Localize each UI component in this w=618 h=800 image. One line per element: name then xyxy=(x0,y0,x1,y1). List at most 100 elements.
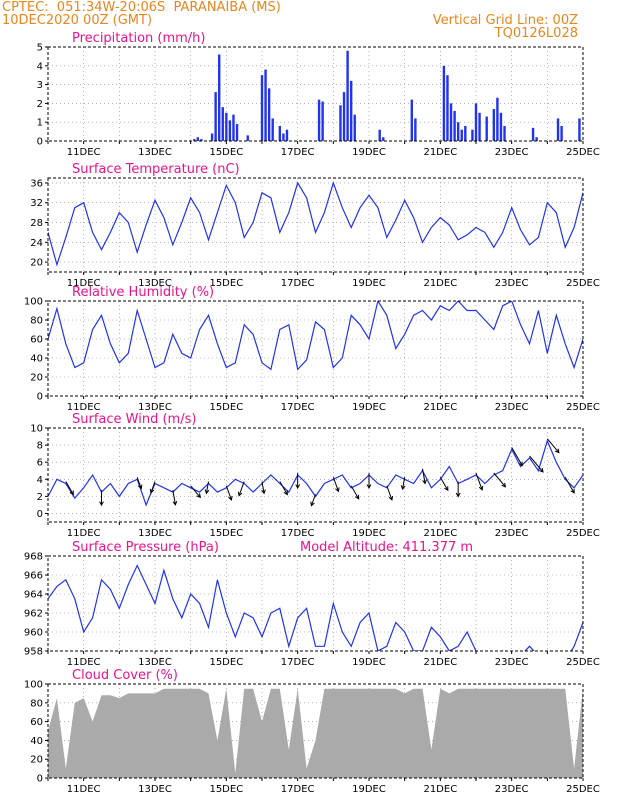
wind-arrow-24 xyxy=(529,455,544,473)
precip-bar-11 xyxy=(246,135,249,141)
precip-bar-6 xyxy=(221,107,224,141)
xtick-label-4-1: 13DEC xyxy=(138,657,172,668)
xtick-label-1-7: 25DEC xyxy=(566,278,600,289)
panel-frame-3 xyxy=(47,427,584,523)
xtick-label-2-5: 21DEC xyxy=(423,402,457,413)
wind-arrow-head-1 xyxy=(99,501,104,507)
wind-arrow-head-11 xyxy=(295,484,301,490)
precip-bar-30 xyxy=(442,65,446,141)
wind-arrow-shaft-5 xyxy=(190,485,201,498)
panel-title-2: Relative Humidity (%) xyxy=(72,285,214,300)
wind-arrow-head-3 xyxy=(149,488,155,494)
ytick-label-0-5: 5 xyxy=(37,43,43,54)
wind-arrow-16 xyxy=(386,485,394,501)
wind-arrow-3 xyxy=(149,481,156,494)
xtick-label-1-2: 15DEC xyxy=(209,278,243,289)
wind-arrow-head-23 xyxy=(518,461,523,467)
precip-bar-9 xyxy=(232,114,235,141)
ytick-label-5-5: 100 xyxy=(24,680,43,691)
precip-bar-16 xyxy=(278,125,282,141)
precip-bar-37 xyxy=(471,129,474,141)
precip-bar-1 xyxy=(196,137,199,141)
wind-arrow-25 xyxy=(546,438,560,454)
wind-arrow-shaft-12 xyxy=(310,494,316,506)
wind-arrow-1 xyxy=(99,490,104,507)
ytick-label-5-4: 80 xyxy=(30,698,43,709)
xtick-label-4-7: 25DEC xyxy=(566,657,600,668)
wind-arrow-head-20 xyxy=(455,492,461,498)
panel-annotation-4: Model Altitude: 411.377 m xyxy=(300,540,473,555)
wind-arrow-2 xyxy=(136,477,143,490)
ytick-label-1-1: 24 xyxy=(30,238,43,249)
panel-frame-5 xyxy=(47,683,584,779)
wind-arrow-head-16 xyxy=(388,495,394,501)
wind-arrow-20 xyxy=(455,481,461,498)
precip-bar-28 xyxy=(410,99,413,141)
wind-arrow-10 xyxy=(279,481,288,496)
wind-arrow-9 xyxy=(261,481,266,495)
xtick-label-5-4: 19DEC xyxy=(352,784,386,795)
xtick-label-2-7: 25DEC xyxy=(566,402,600,413)
wind-arrow-head-6 xyxy=(204,489,210,495)
xtick-label-0-2: 15DEC xyxy=(209,147,243,158)
panel-title-0: Precipitation (mm/h) xyxy=(72,31,205,46)
precip-bar-17 xyxy=(282,133,285,141)
xtick-label-0-0: 11DEC xyxy=(67,147,101,158)
wind-arrow-shaft-9 xyxy=(261,481,265,494)
xtick-label-0-7: 25DEC xyxy=(566,147,600,158)
wind-arrow-17 xyxy=(400,477,406,491)
wind-arrow-14 xyxy=(350,485,360,500)
precip-bar-48 xyxy=(560,125,563,141)
wind-arrow-15 xyxy=(366,473,372,490)
xtick-label-3-2: 15DEC xyxy=(209,528,243,539)
panel-frame-4 xyxy=(47,555,584,652)
ytick-label-5-1: 20 xyxy=(30,755,43,766)
wind-arrow-shaft-17 xyxy=(402,477,406,490)
xtick-label-5-6: 23DEC xyxy=(495,784,529,795)
series-line-2 xyxy=(48,301,583,371)
wind-arrow-0 xyxy=(65,481,74,496)
xtick-label-1-3: 17DEC xyxy=(281,278,315,289)
xtick-label-5-5: 21DEC xyxy=(423,784,457,795)
ytick-label-0-2: 2 xyxy=(37,99,43,110)
precip-bar-12 xyxy=(260,75,264,141)
xtick-label-2-0: 11DEC xyxy=(67,402,101,413)
ytick-label-2-2: 40 xyxy=(30,354,43,365)
precip-bar-49 xyxy=(578,118,581,141)
precip-bar-38 xyxy=(474,103,478,141)
precip-bar-4 xyxy=(214,92,217,141)
wind-arrow-head-2 xyxy=(137,484,143,490)
wind-arrow-shaft-21 xyxy=(475,472,483,491)
wind-arrow-head-24 xyxy=(539,467,544,473)
ytick-label-4-4: 966 xyxy=(24,571,43,582)
precip-bar-25 xyxy=(353,114,356,141)
wind-arrow-shaft-7 xyxy=(225,485,232,501)
ytick-label-0-0: 0 xyxy=(37,137,43,148)
ytick-label-1-4: 36 xyxy=(30,178,43,189)
ytick-label-4-0: 958 xyxy=(24,647,43,658)
ytick-label-0-4: 4 xyxy=(37,61,43,72)
xtick-label-2-6: 23DEC xyxy=(495,402,529,413)
wind-arrow-22 xyxy=(493,472,507,488)
xtick-label-3-7: 25DEC xyxy=(566,528,600,539)
cloud-area xyxy=(48,688,583,778)
panel-frame-0 xyxy=(47,46,584,142)
ytick-label-3-4: 8 xyxy=(37,441,43,452)
xtick-label-4-3: 17DEC xyxy=(281,657,315,668)
precip-bar-22 xyxy=(342,92,346,141)
ytick-label-3-0: 0 xyxy=(37,509,43,520)
xtick-label-2-1: 13DEC xyxy=(138,402,172,413)
ytick-label-1-2: 28 xyxy=(30,218,43,229)
precip-bar-39 xyxy=(478,112,481,141)
ytick-label-3-2: 4 xyxy=(37,475,43,486)
xtick-label-1-1: 13DEC xyxy=(138,278,172,289)
wind-arrow-12 xyxy=(310,494,316,507)
ytick-label-1-0: 20 xyxy=(30,258,43,269)
wind-arrow-11 xyxy=(295,473,301,490)
ytick-label-2-5: 100 xyxy=(24,297,43,308)
wind-arrow-head-21 xyxy=(478,485,484,491)
ytick-label-5-3: 60 xyxy=(30,717,43,728)
panel-frame-1 xyxy=(47,177,584,273)
xtick-label-0-6: 23DEC xyxy=(495,147,529,158)
xtick-label-0-4: 19DEC xyxy=(352,147,386,158)
